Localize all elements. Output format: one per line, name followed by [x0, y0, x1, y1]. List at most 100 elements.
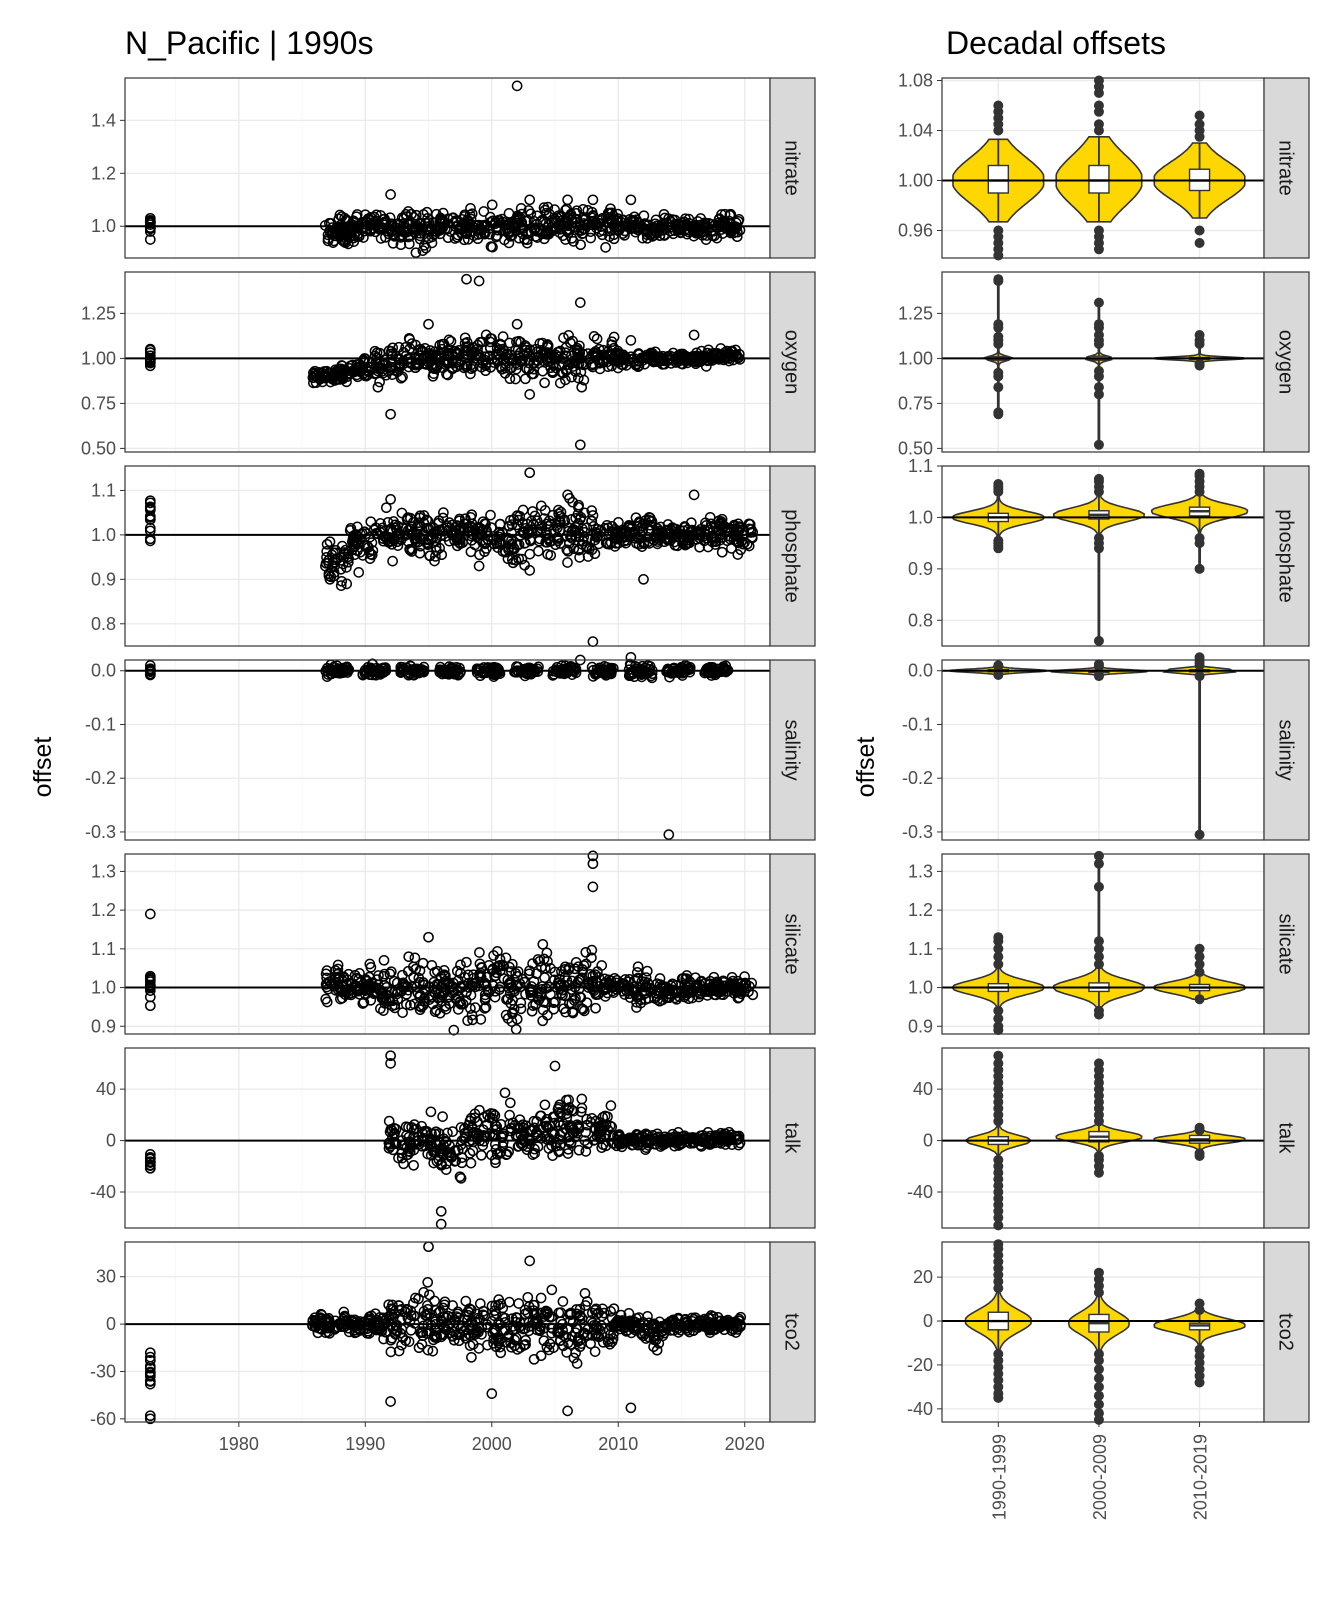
scatter-y-tick-label: 0.50 — [81, 438, 116, 458]
scatter-panel-phosphate-strip-label: phosphate — [781, 509, 803, 602]
scatter-point — [490, 231, 502, 243]
scatter-point — [418, 228, 430, 240]
scatter-point — [455, 967, 466, 979]
scatter-y-tick-label: 0.9 — [91, 1016, 116, 1036]
scatter-point — [533, 535, 545, 547]
scatter-point — [372, 381, 384, 393]
scatter-point — [455, 533, 466, 544]
scatter-point — [522, 227, 533, 239]
scatter-point — [348, 538, 359, 550]
scatter-point — [475, 1014, 487, 1025]
scatter-point — [592, 667, 604, 678]
scatter-panel-oxygen-strip-label: oxygen — [781, 330, 803, 395]
scatter-y-tick-label: -60 — [90, 1409, 116, 1429]
scatter-panel-tco2-strip-label: tco2 — [781, 1313, 803, 1351]
violin-outlier-point — [1194, 829, 1205, 840]
scatter-point — [397, 1007, 408, 1018]
scatter-point — [524, 194, 536, 206]
violin-outlier-point — [993, 535, 1004, 546]
scatter-point — [626, 214, 638, 226]
scatter-point — [561, 544, 573, 556]
scatter-y-tick-label: 0.8 — [91, 614, 116, 634]
scatter-point — [591, 222, 602, 234]
scatter-point — [706, 532, 717, 544]
scatter-point — [563, 330, 574, 341]
scatter-point — [522, 526, 534, 538]
violin-outlier-point — [1093, 382, 1104, 393]
scatter-y-tick-label: -30 — [90, 1361, 116, 1381]
scatter-point — [396, 507, 408, 519]
scatter-point — [637, 660, 648, 672]
scatter-point — [359, 209, 371, 221]
scatter-point — [460, 995, 472, 1006]
scatter-point — [462, 1015, 473, 1026]
scatter-panel-salinity-background — [125, 660, 770, 840]
scatter-point — [565, 661, 577, 672]
scatter-point — [345, 984, 357, 995]
scatter-point — [421, 514, 433, 526]
violin-outlier-point — [993, 367, 1004, 378]
scatter-y-tick-label: -40 — [90, 1182, 116, 1202]
scatter-point — [717, 351, 728, 363]
scatter-point — [319, 372, 331, 383]
scatter-point — [688, 353, 700, 364]
violin-box — [987, 164, 1010, 194]
scatter-point — [477, 516, 489, 528]
scatter-point — [452, 1004, 464, 1015]
scatter-point — [720, 664, 732, 675]
scatter-point — [370, 215, 381, 227]
scatter-point — [677, 537, 688, 549]
scatter-point — [321, 996, 333, 1008]
scatter-point — [375, 1003, 386, 1014]
scatter-point — [552, 522, 563, 534]
scatter-point — [437, 207, 449, 219]
scatter-point — [716, 513, 728, 525]
scatter-point — [720, 218, 732, 230]
scatter-point — [371, 974, 383, 985]
scatter-point — [646, 668, 658, 680]
scatter-point — [329, 556, 341, 568]
violin-y-tick-label: 1.00 — [898, 171, 933, 191]
scatter-point — [144, 223, 156, 234]
scatter-point — [430, 532, 442, 544]
scatter-y-tick-label: 1.2 — [91, 900, 116, 920]
scatter-point — [604, 231, 615, 242]
scatter-point — [369, 345, 381, 357]
scatter-point — [703, 344, 714, 356]
scatter-y-tick-label: 1.00 — [81, 348, 116, 368]
scatter-point — [640, 515, 651, 526]
scatter-point — [599, 523, 611, 534]
scatter-point — [338, 972, 349, 984]
scatter-point — [403, 951, 415, 963]
violin-outlier-point — [993, 331, 1004, 342]
violin-outlier-point — [993, 100, 1004, 111]
scatter-point — [459, 332, 471, 344]
violin-y-tick-label: 1.3 — [908, 861, 933, 881]
scatter-point — [382, 516, 394, 528]
scatter-point — [422, 538, 433, 549]
scatter-point — [539, 505, 551, 516]
scatter-point — [612, 215, 623, 227]
scatter-panel-silicate-strip-label: silicate — [781, 913, 803, 974]
violin-outlier-point — [1194, 671, 1205, 682]
scatter-point — [314, 373, 326, 385]
scatter-point — [447, 212, 459, 224]
scatter-point — [363, 546, 375, 558]
scatter-point — [410, 218, 421, 230]
scatter-point — [672, 224, 684, 236]
violin-y-tick-label: -0.1 — [902, 714, 933, 734]
scatter-point — [586, 206, 598, 218]
violin-panel-phosphate-strip-label: phosphate — [1275, 509, 1297, 602]
scatter-point — [408, 211, 419, 223]
scatter-point — [417, 979, 429, 990]
scatter-point — [597, 350, 609, 361]
scatter-point — [470, 350, 482, 362]
scatter-point — [438, 507, 449, 518]
scatter-point — [516, 553, 528, 565]
scatter-point — [491, 342, 503, 354]
scatter-point — [410, 247, 422, 259]
